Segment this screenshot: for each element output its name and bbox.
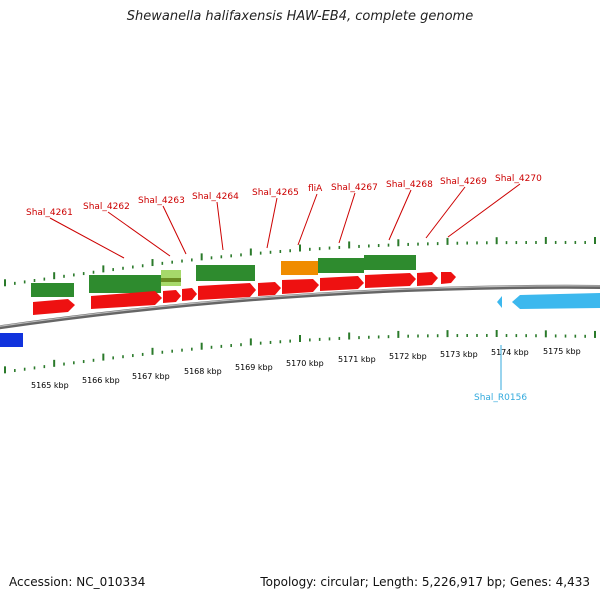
gene-label: Shal_4263: [138, 196, 185, 206]
leader-line: [297, 193, 318, 246]
leader-line: [447, 183, 521, 238]
leader-line: [107, 211, 171, 257]
scale-label: 5166 kbp: [82, 376, 120, 385]
scale-label: 5173 kbp: [440, 350, 478, 359]
map-title: Shewanella halifaxensis HAW-EB4, complet…: [126, 9, 474, 24]
rna-label: Shal_R0156: [474, 393, 527, 403]
gene-label: Shal_4261: [26, 208, 73, 218]
gene-track: [31, 255, 416, 297]
leader-line: [216, 201, 224, 251]
gene-label: Shal_4262: [83, 202, 130, 212]
leader-line: [162, 205, 187, 255]
rna-feature-arrow: [497, 296, 502, 308]
leader-line: [49, 217, 125, 259]
scale-label: 5172 kbp: [389, 352, 427, 361]
genome-backbone: [0, 284, 600, 330]
gene-label: fliA: [308, 184, 323, 194]
scale-label: 5171 kbp: [338, 355, 376, 364]
cds-arrow: [441, 272, 456, 284]
leader-line: [266, 197, 278, 249]
gene-label: Shal_4264: [192, 192, 239, 202]
gene-block: [364, 255, 416, 270]
gene-block: [318, 258, 364, 273]
gene-label: Shal_4269: [440, 177, 487, 187]
scale-label: 5169 kbp: [235, 363, 273, 372]
gene-block: [89, 275, 161, 293]
cds-arrow: [365, 273, 416, 288]
leader-line: [388, 189, 412, 241]
scale-axis: 5165 kbp 5166 kbp 5167 kbp 5168 kbp 5169…: [31, 347, 581, 390]
gene-block-orange: [281, 261, 318, 275]
leader-line: [425, 186, 466, 239]
gene-block: [31, 283, 74, 297]
gene-block: [161, 278, 181, 282]
scale-label: 5170 kbp: [286, 359, 324, 368]
scale-label: 5175 kbp: [543, 347, 581, 356]
gene-label: Shal_4268: [386, 180, 433, 190]
cds-track: [33, 272, 456, 315]
cds-arrow: [198, 283, 256, 300]
cds-arrow: [417, 272, 438, 286]
genome-backbone-highlight: [0, 285, 600, 327]
cds-arrow: [282, 279, 319, 294]
rna-gene-arrow: [512, 293, 600, 309]
gene-labels: Shal_4261 Shal_4262 Shal_4263 Shal_4264 …: [26, 174, 542, 218]
cds-arrow: [320, 276, 364, 291]
scale-label: 5165 kbp: [31, 381, 69, 390]
gene-label: Shal_4270: [495, 174, 542, 184]
gene-block: [196, 265, 255, 281]
gene-label: Shal_4265: [252, 188, 299, 198]
cds-arrow: [163, 290, 181, 303]
label-leaders: [49, 183, 521, 259]
genome-stats-text: Topology: circular; Length: 5,226,917 bp…: [260, 575, 590, 589]
leader-line: [338, 192, 356, 244]
accession-text: Accession: NC_010334: [9, 575, 146, 589]
scale-label: 5167 kbp: [132, 372, 170, 381]
scale-label: 5168 kbp: [184, 367, 222, 376]
cds-arrow: [182, 288, 197, 301]
scale-label: 5174 kbp: [491, 348, 529, 357]
cds-arrow: [91, 291, 162, 309]
gene-label: Shal_4267: [331, 183, 378, 193]
blue-feature-block: [0, 333, 23, 347]
cds-arrow: [33, 299, 75, 315]
gc-skew-track-inner: [4, 329, 596, 374]
cds-arrow: [258, 282, 281, 296]
gc-skew-track-outer: [4, 236, 596, 287]
